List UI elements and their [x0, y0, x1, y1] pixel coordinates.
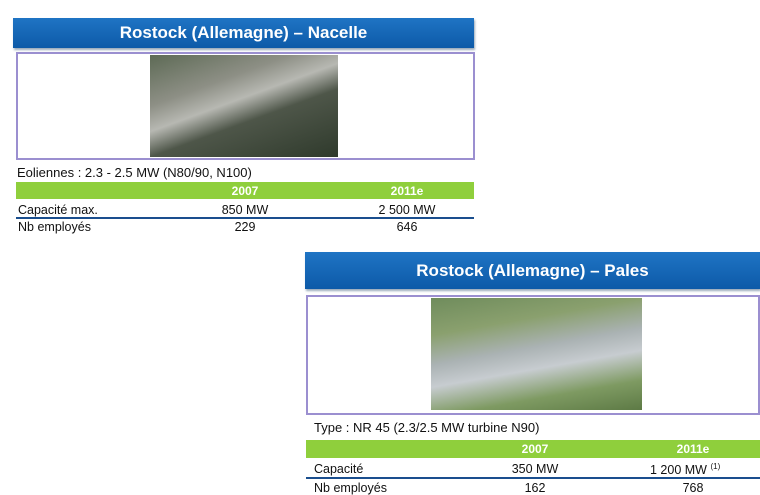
caption: Eoliennes : 2.3 - 2.5 MW (N80/90, N100) [17, 165, 252, 180]
column-header: 2007 [185, 184, 305, 198]
cell-with-note: 1 200 MW (1) [650, 462, 720, 477]
cell: 350 MW [465, 462, 605, 476]
column-header: 2007 [475, 442, 595, 456]
photo [150, 55, 338, 157]
cell: 850 MW [175, 203, 315, 217]
footnote-mark: (1) [710, 462, 720, 471]
row-rule [16, 217, 474, 219]
cell: 646 [337, 220, 477, 234]
row-rule [306, 477, 760, 479]
cell: 2 500 MW [337, 203, 477, 217]
row-label: Capacité max. [18, 203, 98, 217]
column-header: 2011e [347, 184, 467, 198]
page: {"panels": [ {"title": "Rostock (Allemag… [0, 0, 760, 493]
panel-title: Rostock (Allemagne) – Pales [305, 252, 760, 289]
cell: 1 200 MW [650, 463, 707, 477]
cell: 229 [175, 220, 315, 234]
photo [431, 298, 642, 410]
column-header: 2011e [633, 442, 753, 456]
panel-title: Rostock (Allemagne) – Nacelle [13, 18, 474, 48]
row-label: Capacité [314, 462, 363, 476]
caption: Type : NR 45 (2.3/2.5 MW turbine N90) [314, 420, 539, 435]
row-label: Nb employés [18, 220, 91, 234]
